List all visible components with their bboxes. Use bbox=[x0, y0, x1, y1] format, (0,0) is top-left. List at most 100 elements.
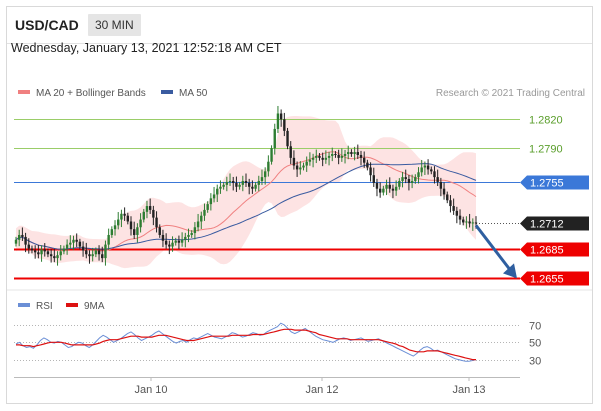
candle-body bbox=[331, 153, 334, 156]
candles-layer bbox=[14, 105, 478, 266]
rsi-legend-swatch bbox=[18, 303, 30, 307]
candle-body bbox=[263, 171, 267, 178]
candle-body bbox=[433, 171, 436, 178]
widget-header: USD/CAD 30 MIN bbox=[7, 7, 592, 44]
candle-body bbox=[308, 159, 312, 162]
candle-body bbox=[65, 244, 69, 249]
ma50-legend-swatch bbox=[161, 90, 173, 94]
rsi-ma-legend-label: 9MA bbox=[84, 301, 105, 312]
candle-body bbox=[257, 180, 260, 185]
forecast-arrow-head bbox=[503, 263, 517, 279]
candle-body bbox=[219, 186, 222, 189]
candle-body bbox=[72, 239, 75, 243]
candle-body bbox=[27, 244, 30, 249]
candle-body bbox=[305, 161, 308, 166]
candle-body bbox=[391, 188, 395, 191]
candle-body bbox=[334, 153, 337, 155]
candle-body bbox=[228, 180, 232, 182]
candle-body bbox=[388, 184, 391, 189]
candle-body bbox=[81, 246, 85, 251]
candle-body bbox=[193, 227, 197, 234]
candle-body bbox=[177, 240, 181, 243]
candle-body bbox=[356, 152, 360, 155]
candle-body bbox=[337, 154, 340, 158]
candle-body bbox=[267, 161, 270, 172]
forecast-arrow-layer bbox=[474, 224, 517, 279]
chart-widget: USD/CAD 30 MIN bbox=[6, 6, 593, 404]
candle-body bbox=[142, 211, 145, 220]
rsi-layer: 70 50 30 bbox=[14, 321, 541, 368]
candle-body bbox=[420, 167, 423, 173]
candle-body bbox=[78, 241, 82, 247]
candle-body bbox=[382, 188, 385, 193]
candle-body bbox=[417, 172, 420, 178]
candle-body bbox=[324, 157, 328, 160]
level-tag-1.2755 bbox=[520, 175, 589, 190]
candle-body bbox=[350, 152, 353, 154]
rsi-tick-50: 50 bbox=[529, 338, 541, 350]
candle-body bbox=[347, 152, 350, 154]
candle-body bbox=[289, 146, 292, 158]
symbol-title: USD/CAD bbox=[15, 17, 79, 33]
candle-body bbox=[75, 239, 78, 242]
x-tick-label: Jan 10 bbox=[134, 384, 167, 396]
candle-body bbox=[40, 249, 43, 255]
candle-body bbox=[91, 254, 94, 257]
candle-body bbox=[279, 113, 283, 120]
candle-body bbox=[407, 179, 411, 183]
candle-body bbox=[110, 229, 114, 235]
candle-body bbox=[168, 244, 171, 247]
bollinger-band-fill bbox=[16, 116, 476, 269]
level-lines-layer bbox=[14, 119, 520, 280]
candle-body bbox=[85, 250, 88, 255]
candle-body bbox=[216, 188, 219, 195]
candle-body bbox=[366, 162, 369, 168]
candle-body bbox=[123, 213, 126, 216]
candle-body bbox=[273, 128, 276, 149]
candle-body bbox=[145, 206, 149, 212]
candle-body bbox=[180, 239, 184, 243]
candle-body bbox=[174, 240, 177, 243]
candle-body bbox=[315, 155, 318, 158]
candle-body bbox=[203, 209, 206, 216]
candle-body bbox=[97, 250, 101, 255]
candle-body bbox=[37, 252, 40, 255]
bollinger-band-layer bbox=[16, 116, 476, 269]
candle-body bbox=[164, 240, 168, 245]
candle-body bbox=[17, 234, 21, 240]
candle-body bbox=[385, 184, 388, 189]
candle-body bbox=[247, 182, 251, 187]
candle-body bbox=[43, 249, 46, 252]
candle-body bbox=[24, 236, 27, 245]
candle-body bbox=[53, 256, 56, 259]
candle-body bbox=[132, 229, 136, 235]
bb-legend-label: MA 20 + Bollinger Bands bbox=[36, 88, 146, 99]
candle-body bbox=[283, 119, 286, 131]
candle-body bbox=[187, 234, 190, 237]
candle-body bbox=[369, 167, 372, 176]
candle-body bbox=[101, 254, 104, 259]
ma50-legend-label: MA 50 bbox=[179, 88, 208, 99]
candle-body bbox=[394, 186, 398, 191]
candle-body bbox=[139, 219, 142, 228]
candle-body bbox=[455, 210, 459, 216]
candle-body bbox=[321, 157, 324, 160]
level-label-1.2755: 1.2755 bbox=[530, 178, 564, 190]
candle-body bbox=[88, 254, 91, 257]
candle-body bbox=[359, 154, 363, 158]
x-tick-label: Jan 13 bbox=[452, 384, 485, 396]
candle-body bbox=[292, 157, 296, 166]
candle-body bbox=[241, 180, 245, 185]
candle-body bbox=[318, 155, 321, 158]
level-labels-layer: 1.2820 1.2790 1.2755 1.2712 1.2685 1.2655 bbox=[520, 115, 589, 286]
timeframe-badge[interactable]: 30 MIN bbox=[88, 14, 141, 36]
candle-body bbox=[30, 248, 34, 251]
level-label-1.2655: 1.2655 bbox=[530, 274, 564, 286]
candle-body bbox=[206, 204, 209, 210]
candle-body bbox=[14, 239, 18, 244]
rsi-ma-legend-swatch bbox=[66, 303, 78, 307]
candle-body bbox=[471, 222, 475, 224]
candle-body bbox=[232, 180, 235, 183]
candle-body bbox=[449, 200, 452, 207]
